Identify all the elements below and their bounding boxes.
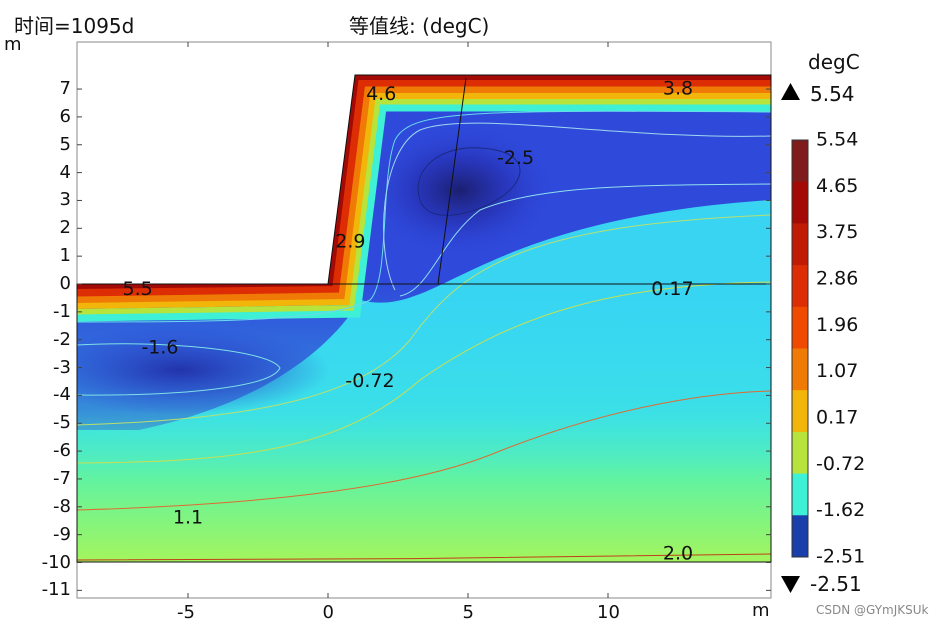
y-tick-label: -2: [53, 328, 71, 350]
y-tick-label: 3: [59, 189, 71, 211]
contour-label: 1.1: [173, 506, 203, 528]
y-tick-label: 1: [59, 245, 71, 267]
colorbar-tick-label: 2.86: [816, 268, 858, 290]
contour-label: 2.9: [335, 231, 365, 253]
temperature-field: [77, 75, 771, 562]
colorbar-segment: [792, 473, 808, 516]
y-tick-label: -10: [41, 551, 71, 573]
y-tick-label: -1: [53, 300, 71, 322]
y-tick-label: -8: [53, 495, 71, 517]
contour-label-layer: 4.6 3.8 -2.5 2.9 5.5 0.17 -1.6 -0.72 1.1 2.0: [122, 78, 693, 565]
colorbar-segment: [792, 390, 808, 433]
colorbar: 5.54 4.65 3.75 2.86 1.96 1.07 0.17 -0.72 -1.62 -2…: [791, 129, 865, 568]
colorbar-tick-label: -1.62: [816, 499, 865, 521]
contour-label: 2.0: [663, 543, 693, 565]
colorbar-frame: [791, 139, 809, 558]
contour-label: 5.5: [122, 278, 152, 300]
y-tick-label: 6: [59, 105, 71, 127]
y-tick-label: 5: [59, 133, 71, 155]
contour-line-cold-core: [417, 147, 521, 216]
colorbar-segment: [792, 348, 808, 391]
time-label: 时间=1095d: [14, 14, 135, 38]
y-tick-label: 0: [59, 273, 71, 294]
axis-ticks-layer: [77, 42, 771, 598]
plot-title: 等值线: (degC): [349, 14, 490, 38]
contour-label: 0.17: [651, 278, 693, 300]
contour-lines: [77, 110, 771, 561]
contour-label: 4.6: [366, 83, 396, 105]
colorbar-tick-label: 3.75: [816, 221, 858, 243]
x-tick-label: 0: [322, 602, 334, 623]
contour-line-11: [77, 390, 771, 511]
y-tick-label: -3: [53, 356, 71, 378]
y-tick-label: -6: [53, 440, 71, 462]
contour-line-neg-16-loop: [77, 343, 281, 396]
colorbar-tick-label: 0.17: [816, 407, 858, 429]
x-tick-label: -5: [177, 602, 195, 623]
contour-line-mid-upper: [399, 183, 771, 297]
y-tick-label: -7: [53, 467, 71, 489]
contour-line-017: [77, 281, 771, 464]
colorbar-max-label: 5.54: [810, 82, 855, 106]
contour-label: 3.8: [663, 78, 693, 100]
contour-line-inner: [77, 110, 771, 323]
x-axis-unit: m: [752, 600, 770, 621]
colorbar-tick-label: 5.54: [816, 129, 858, 151]
x-tick-label: 5: [462, 602, 474, 623]
y-tick-label: -5: [53, 412, 71, 434]
colorbar-unit: degC: [808, 50, 860, 74]
y-tick-label: -4: [53, 384, 71, 406]
contour-line-20: [77, 553, 771, 561]
colorbar-tick-label: 1.96: [816, 314, 858, 336]
colorbar-segment: [792, 140, 808, 183]
y-tick-label: 4: [59, 161, 71, 183]
contour-label: -0.72: [345, 370, 394, 392]
contour-label: -1.6: [141, 337, 178, 359]
colorbar-tick-label: -2.51: [816, 546, 865, 568]
internal-boundary-line: [437, 77, 467, 285]
x-tick-label: 10: [597, 602, 620, 623]
colorbar-segment: [792, 431, 808, 475]
colorbar-tick-label: 4.65: [816, 175, 858, 197]
y-tick-label: -9: [53, 523, 71, 545]
cold-core-left: [77, 325, 330, 415]
contour-label: -2.5: [497, 147, 534, 169]
colorbar-tick-label: 1.07: [816, 360, 858, 382]
colorbar-segment: [792, 265, 808, 308]
y-axis-unit: m: [4, 34, 22, 55]
contour-line-upper-loop: [383, 122, 771, 291]
y-tick-label: -11: [41, 579, 71, 601]
colorbar-segment: [792, 223, 808, 266]
colorbar-segment: [792, 515, 808, 558]
colorbar-tick-label: -0.72: [816, 453, 865, 475]
y-tick-label: 7: [59, 78, 71, 100]
colorbar-segment: [792, 306, 808, 349]
colorbar-min-arrow-icon: [781, 576, 800, 593]
colorbar-max-arrow-icon: [781, 83, 800, 100]
colorbar-min-label: -2.51: [810, 572, 862, 596]
cold-core-upper: [365, 125, 555, 255]
watermark: CSDN @GYmJKSUk: [816, 603, 929, 617]
contour-line-neg-072: [77, 214, 771, 426]
colorbar-segment: [792, 181, 808, 224]
y-tick-label: 2: [59, 217, 71, 239]
